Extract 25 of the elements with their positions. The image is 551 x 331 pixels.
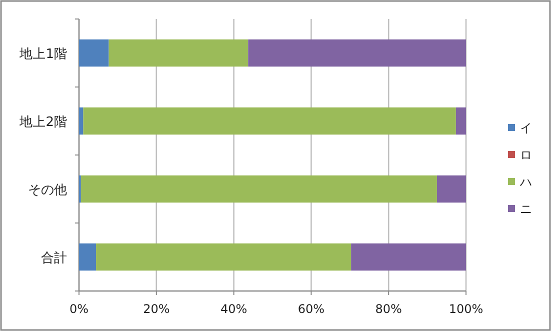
legend-label: ロ	[520, 148, 532, 162]
bar	[79, 243, 96, 271]
bar	[248, 39, 466, 67]
bar	[96, 243, 352, 271]
x-tick-label: 40%	[220, 302, 248, 316]
x-tick-label: 0%	[69, 302, 89, 316]
y-tick-label: その他	[28, 183, 67, 198]
y-tick-label: 地上2階	[18, 115, 67, 130]
x-tick-label: 100%	[448, 302, 484, 316]
bar	[79, 39, 109, 67]
legend-label: ニ	[520, 202, 532, 216]
x-tick-label: 60%	[298, 302, 325, 316]
legend-label: ハ	[519, 175, 532, 189]
y-tick-label: 地上1階	[18, 47, 67, 62]
y-tick-label: 合計	[41, 251, 67, 266]
x-tick-label: 20%	[143, 302, 170, 316]
bar	[436, 175, 466, 203]
bar	[83, 107, 456, 135]
bar	[80, 175, 437, 203]
bar	[108, 39, 248, 67]
bar	[456, 107, 466, 135]
bar	[351, 243, 466, 271]
bar	[79, 107, 84, 135]
legend-label: イ	[520, 121, 532, 135]
x-tick-label: 80%	[375, 302, 402, 316]
